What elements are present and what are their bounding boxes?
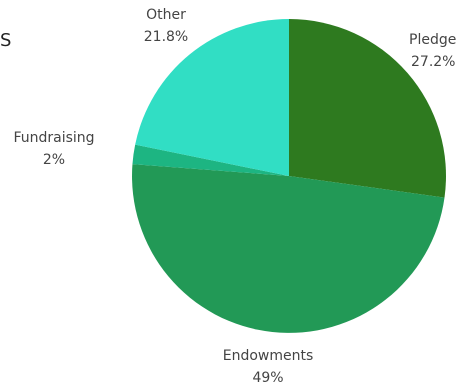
label-pledge: Pledge 27.2% — [409, 32, 456, 70]
slice-label-pledge: Pledge — [409, 32, 456, 48]
slice-label-fundraising: Fundraising — [13, 130, 94, 146]
chart-title: S — [0, 30, 11, 51]
pie-slice-endowments — [132, 164, 445, 333]
slice-label-other: Other — [146, 7, 186, 23]
label-other: Other 21.8% — [144, 7, 188, 45]
pie-slices — [132, 19, 446, 333]
label-fundraising: Fundraising 2% — [13, 130, 94, 168]
slice-pct-pledge: 27.2% — [411, 54, 455, 70]
pie-slice-other — [135, 19, 289, 176]
label-endowments: Endowments 49% — [223, 348, 314, 386]
pie-slice-fundraising — [132, 144, 289, 176]
slice-label-endowments: Endowments — [223, 348, 314, 364]
slice-pct-other: 21.8% — [144, 29, 188, 45]
pie-slice-pledge — [289, 19, 446, 198]
slice-pct-fundraising: 2% — [43, 152, 65, 168]
slice-pct-endowments: 49% — [252, 370, 283, 386]
